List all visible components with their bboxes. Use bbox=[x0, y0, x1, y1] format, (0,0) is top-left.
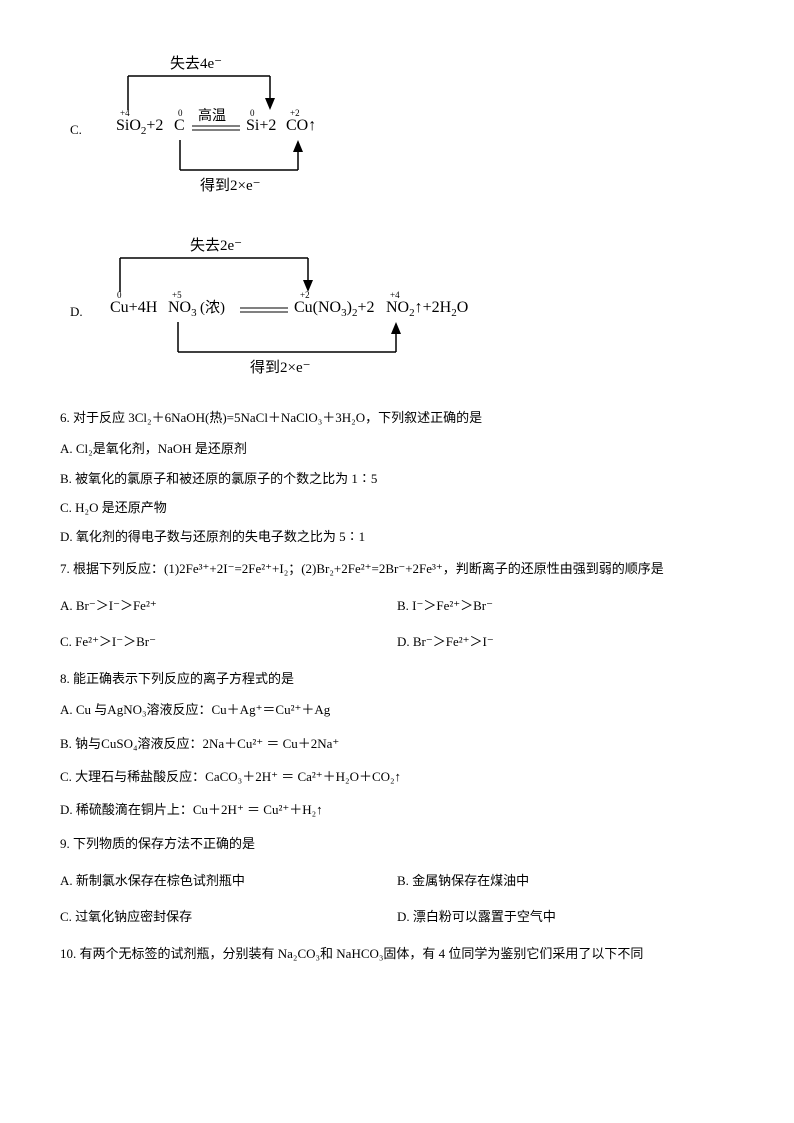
svg-text:Cu(NO3)2+2: Cu(NO3)2+2 bbox=[294, 299, 374, 319]
q8-d: D. 稀硫酸滴在铜片上：Cu＋2H⁺ ＝ Cu²⁺＋H₂↑ bbox=[60, 798, 734, 821]
q8-b: B. 钠与CuSO₄溶液反应：2Na＋Cu²⁺ ＝ Cu＋2Na⁺ bbox=[60, 732, 734, 755]
q8-c: C. 大理石与稀盐酸反应：CaCO₃＋2H⁺ ＝ Ca²⁺＋H₂O＋CO₂↑ bbox=[60, 765, 734, 788]
q8-stem: 8. 能正确表示下列反应的离子方程式的是 bbox=[60, 667, 734, 690]
q6-c: C. H₂O 是还原产物 bbox=[60, 496, 734, 519]
svg-text:NO2↑+2H2O: NO2↑+2H2O bbox=[386, 299, 468, 319]
q9-d: D. 漂白粉可以露置于空气中 bbox=[397, 905, 734, 928]
q9-a: A. 新制氯水保存在棕色试剂瓶中 bbox=[60, 869, 397, 892]
cond-c: 高温 bbox=[198, 107, 226, 124]
svg-text:Si+2: Si+2 bbox=[246, 117, 276, 134]
diagram-d-top-label: 失去2e⁻ bbox=[190, 237, 242, 254]
q7-stem: 7. 根据下列反应：(1)2Fe³⁺+2I⁻=2Fe²⁺+I₂；(2)Br₂+2… bbox=[60, 557, 734, 580]
option-c-prefix: C. bbox=[70, 118, 82, 141]
q6-d: D. 氧化剂的得电子数与还原剂的失电子数之比为 5∶1 bbox=[60, 525, 734, 548]
q6-stem: 6. 对于反应 3Cl₂＋6NaOH(热)=5NaCl＋NaClO₃＋3H₂O，… bbox=[60, 406, 734, 429]
q8-a: A. Cu 与AgNO₃溶液反应：Cu＋Ag⁺＝Cu²⁺＋Ag bbox=[60, 698, 734, 721]
q7-a: A. Br⁻＞I⁻＞Fe²⁺ bbox=[60, 594, 397, 617]
q7-c: C. Fe²⁺＞I⁻＞Br⁻ bbox=[60, 630, 397, 653]
diagram-c-svg: 失去4e⁻ +4 SiO2+2 0 C 高温 0 Si+2 +2 CO↑ 得到2… bbox=[90, 48, 350, 208]
diagram-c: 失去4e⁻ +4 SiO2+2 0 C 高温 0 Si+2 +2 CO↑ 得到2… bbox=[90, 48, 734, 215]
q9-stem: 9. 下列物质的保存方法不正确的是 bbox=[60, 832, 734, 855]
diagram-c-bottom-label: 得到2×e⁻ bbox=[200, 177, 261, 194]
svg-text:CO↑: CO↑ bbox=[286, 117, 316, 134]
q7-b: B. I⁻＞Fe²⁺＞Br⁻ bbox=[397, 594, 734, 617]
q9-c: C. 过氧化钠应密封保存 bbox=[60, 905, 397, 928]
q6-b: B. 被氧化的氯原子和被还原的氯原子的个数之比为 1∶5 bbox=[60, 467, 734, 490]
svg-text:Cu+4H: Cu+4H bbox=[110, 299, 158, 316]
option-d-prefix: D. bbox=[70, 300, 83, 323]
q10-stem: 10. 有两个无标签的试剂瓶，分别装有 Na₂CO₃和 NaHCO₃固体，有 4… bbox=[60, 942, 734, 965]
q7-d: D. Br⁻＞Fe²⁺＞I⁻ bbox=[397, 630, 734, 653]
svg-text:SiO2+2: SiO2+2 bbox=[116, 117, 163, 137]
q9-b: B. 金属钠保存在煤油中 bbox=[397, 869, 734, 892]
svg-text:(浓): (浓) bbox=[200, 299, 225, 316]
svg-text:C: C bbox=[174, 117, 185, 134]
svg-text:NO3: NO3 bbox=[168, 299, 197, 319]
diagram-c-top-label: 失去4e⁻ bbox=[170, 55, 222, 72]
q6-a: A. Cl₂是氧化剂，NaOH 是还原剂 bbox=[60, 437, 734, 460]
diagram-d-bottom-label: 得到2×e⁻ bbox=[250, 359, 311, 376]
diagram-d: 失去2e⁻ 0 Cu+4H +5 NO3 (浓) +2 Cu(NO3)2+2 +… bbox=[90, 230, 734, 397]
diagram-d-svg: 失去2e⁻ 0 Cu+4H +5 NO3 (浓) +2 Cu(NO3)2+2 +… bbox=[90, 230, 490, 390]
